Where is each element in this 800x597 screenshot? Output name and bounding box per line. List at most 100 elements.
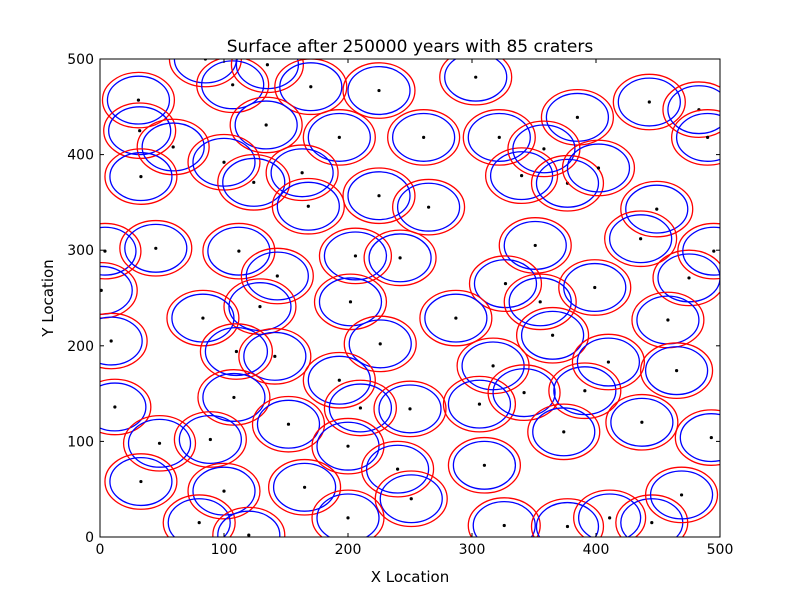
crater-rim-outer <box>374 470 448 528</box>
crater-center-point <box>533 243 537 248</box>
crater-rim-inner <box>566 143 631 193</box>
crater-rim-outer <box>104 453 178 510</box>
crater-37 <box>363 229 437 287</box>
crater-47 <box>166 289 240 347</box>
crater-9 <box>136 118 210 176</box>
crater-rim-outer <box>573 489 647 537</box>
crater-rim-inner <box>100 382 147 432</box>
crater-rim-outer <box>644 466 719 524</box>
crater-rim-inner <box>173 59 238 84</box>
crater-center-point <box>542 147 546 151</box>
crater-rim-inner <box>368 233 432 283</box>
crater-64 <box>639 342 714 400</box>
crater-rim-outer <box>515 306 590 364</box>
crater-76 <box>267 458 342 516</box>
crater-rim-inner <box>467 112 531 162</box>
crater-rim-outer <box>487 364 561 422</box>
x-axis-label: X Location <box>371 568 450 586</box>
crater-55 <box>197 369 271 426</box>
crater-rim-inner <box>178 414 243 465</box>
crater-52 <box>515 306 590 364</box>
crater-rim-inner <box>576 337 641 387</box>
crater-70 <box>447 436 522 494</box>
crater-center-point <box>109 339 113 343</box>
crater-rim-outer <box>100 312 148 370</box>
crater-center-point <box>477 402 482 406</box>
crater-center-point <box>222 160 226 164</box>
crater-rim-inner <box>508 277 572 327</box>
crater-center-point <box>306 204 310 208</box>
y-tick-label: 200 <box>67 339 94 355</box>
crater-rim-outer <box>447 436 522 494</box>
crater-center-point <box>197 521 201 525</box>
y-axis-label: Y Location <box>39 259 57 337</box>
crater-15 <box>612 73 686 131</box>
crater-rim-inner <box>272 462 337 512</box>
crater-center-point <box>427 205 431 209</box>
crater-7 <box>101 71 176 129</box>
crater-rim-outer <box>387 109 461 166</box>
crater-center-point <box>593 285 597 290</box>
crater-66 <box>173 411 247 468</box>
crater-rim-inner <box>207 226 271 276</box>
crater-rim-outer <box>122 414 197 472</box>
crater-rim-outer <box>187 462 261 520</box>
crater-rim-inner <box>204 326 269 377</box>
crater-rim-outer <box>223 278 297 335</box>
crater-center-point <box>303 485 307 489</box>
crater-center-point <box>309 85 313 89</box>
crater-4 <box>274 59 348 116</box>
crater-rim-inner <box>167 498 231 537</box>
crater-rim-inner <box>545 92 610 142</box>
crater-51 <box>419 289 493 347</box>
crater-center-point <box>655 207 659 211</box>
crater-center-point <box>231 83 235 87</box>
crater-rim-inner <box>424 293 488 343</box>
crater-rim-outer <box>342 62 416 119</box>
crater-19 <box>187 133 261 191</box>
x-tick-label: 400 <box>583 542 610 558</box>
crater-rim-inner <box>192 137 256 187</box>
crater-rim-outer <box>604 210 678 268</box>
crater-rim-outer <box>229 96 303 154</box>
y-tick-label: 300 <box>67 243 94 259</box>
crater-rim-outer <box>391 178 466 236</box>
crater-2 <box>196 59 270 114</box>
crater-rim-outer <box>197 369 271 426</box>
crater-rim-inner <box>276 181 340 231</box>
crater-rim-outer <box>530 154 605 212</box>
crater-65 <box>122 414 197 472</box>
tick-layer: 0 100 200 300 400 500 0 100 200 300 400 500 <box>67 52 733 558</box>
crater-14 <box>540 88 615 146</box>
crater-rim-outer <box>100 222 142 280</box>
crater-12 <box>387 109 461 166</box>
crater-rim-inner <box>347 65 411 116</box>
crater-rim-inner <box>106 75 171 125</box>
crater-rim-outer <box>311 417 385 475</box>
crater-rim-outer <box>104 148 178 205</box>
crater-rim-inner <box>323 231 388 281</box>
crater-rim-inner <box>108 106 172 156</box>
crater-center-point <box>377 88 381 93</box>
crater-rim-outer <box>343 315 417 373</box>
crater-75 <box>187 462 261 520</box>
crater-rim-inner <box>608 214 673 264</box>
crater-rim-outer <box>318 227 393 285</box>
crater-rim-outer <box>265 144 339 202</box>
crater-rim-outer <box>360 440 435 498</box>
crater-center-point <box>409 497 413 501</box>
crater-center-point <box>565 524 570 529</box>
crater-rim-outer <box>468 255 543 313</box>
crater-rim-outer <box>674 409 720 466</box>
crater-center-point <box>398 256 402 260</box>
crater-center-point <box>171 145 175 149</box>
crater-71 <box>527 403 601 461</box>
crater-center-point <box>666 318 670 322</box>
crater-73 <box>674 409 720 466</box>
crater-rim-inner <box>679 413 720 463</box>
crater-rim-outer <box>168 59 242 88</box>
crater-rim-inner <box>201 60 265 110</box>
crater-center-point <box>337 378 341 382</box>
crater-center-point <box>522 391 526 395</box>
crater-63 <box>571 333 646 391</box>
